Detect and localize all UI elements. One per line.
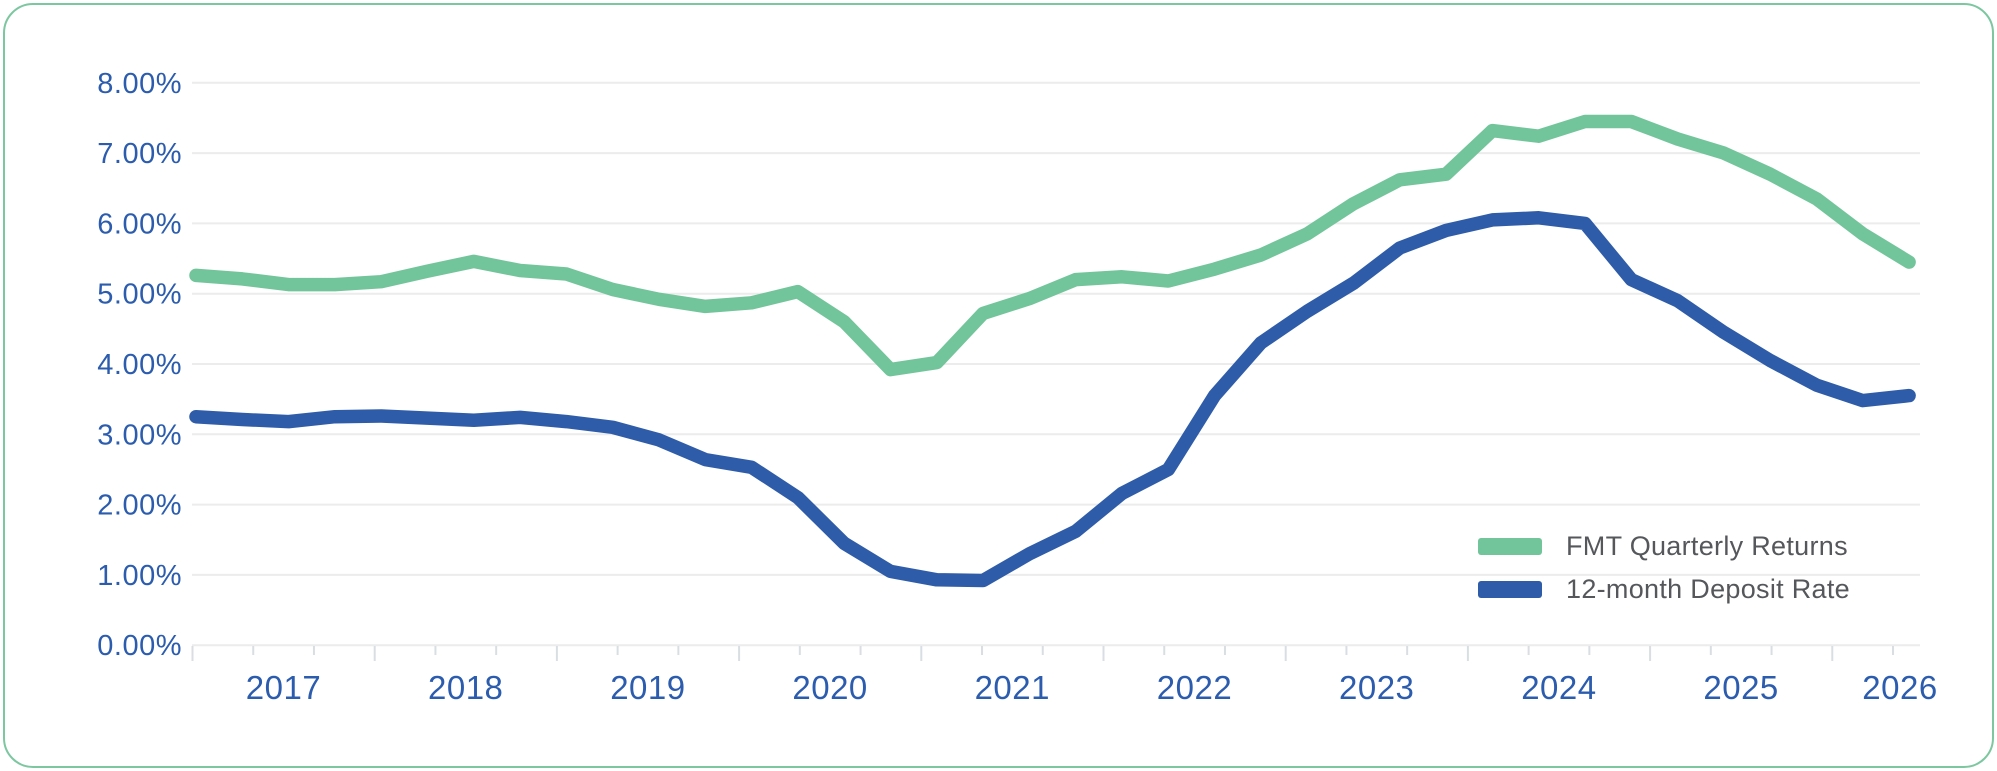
x-axis-label-2025: 2025 <box>1703 669 1778 706</box>
legend-swatch-fmt-quarterly-returns <box>1478 537 1542 555</box>
legend-label-fmt-quarterly-returns: FMT Quarterly Returns <box>1566 530 1848 561</box>
y-axis-label-7.00%: 7.00% <box>97 138 182 170</box>
x-axis-label-2019: 2019 <box>610 669 685 706</box>
y-axis-label-6.00%: 6.00% <box>97 208 182 240</box>
y-axis-label-5.00%: 5.00% <box>97 279 182 311</box>
y-axis-label-8.00%: 8.00% <box>97 68 182 100</box>
x-axis-label-2018: 2018 <box>428 669 503 706</box>
legend-item-12-month-deposit-rate: 12-month Deposit Rate <box>1478 573 1850 604</box>
y-axis-label-0.00%: 0.00% <box>97 630 182 662</box>
y-axis-label-4.00%: 4.00% <box>97 349 182 381</box>
y-axis-label-3.00%: 3.00% <box>97 419 182 451</box>
legend-label-12-month-deposit-rate: 12-month Deposit Rate <box>1566 573 1850 604</box>
legend: FMT Quarterly Returns 12-month Deposit R… <box>1478 530 1850 604</box>
x-axis-label-2026: 2026 <box>1862 669 1937 706</box>
x-axis-label-2021: 2021 <box>975 669 1050 706</box>
x-axis-label-2024: 2024 <box>1521 669 1596 706</box>
y-axis-label-1.00%: 1.00% <box>97 560 182 592</box>
legend-item-fmt-quarterly-returns: FMT Quarterly Returns <box>1478 530 1850 561</box>
series-line-12-month-deposit-rate <box>189 211 1916 588</box>
x-axis-label-2022: 2022 <box>1157 669 1232 706</box>
x-axis-label-2017: 2017 <box>246 669 321 706</box>
x-axis-label-2023: 2023 <box>1339 669 1414 706</box>
y-axis-label-2.00%: 2.00% <box>97 490 182 522</box>
series-line-fmt-quarterly-returns <box>189 114 1916 377</box>
x-axis-label-2020: 2020 <box>792 669 867 706</box>
legend-swatch-12-month-deposit-rate <box>1478 580 1542 598</box>
